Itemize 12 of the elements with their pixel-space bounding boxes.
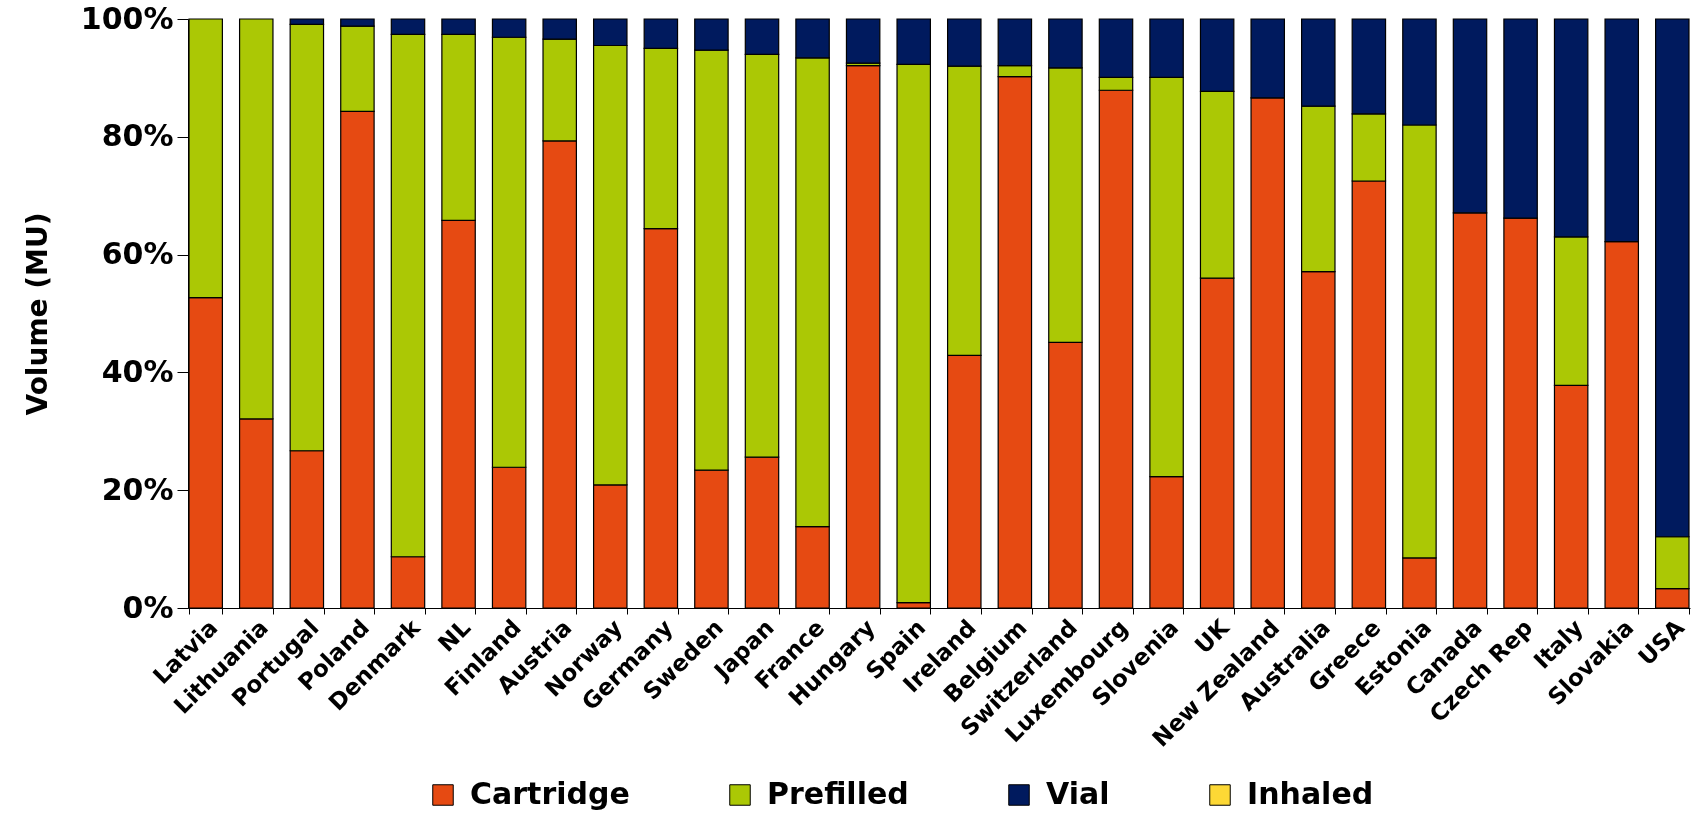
y-tick-label: 60% (101, 236, 174, 272)
y-tick-label: 40% (101, 353, 174, 389)
y-tick-label: 80% (101, 118, 174, 154)
legend-label: Vial (1046, 776, 1110, 811)
y-axis-title: Volume (MU) (20, 212, 54, 416)
y-tick-label: 0% (122, 589, 174, 625)
legend-label: Inhaled (1247, 776, 1374, 811)
legend-label: Cartridge (470, 776, 630, 811)
legend-label: Prefilled (767, 776, 909, 811)
y-tick-label: 20% (101, 471, 174, 507)
bar (845, 18, 881, 64)
y-tick-label: 100% (80, 0, 174, 36)
